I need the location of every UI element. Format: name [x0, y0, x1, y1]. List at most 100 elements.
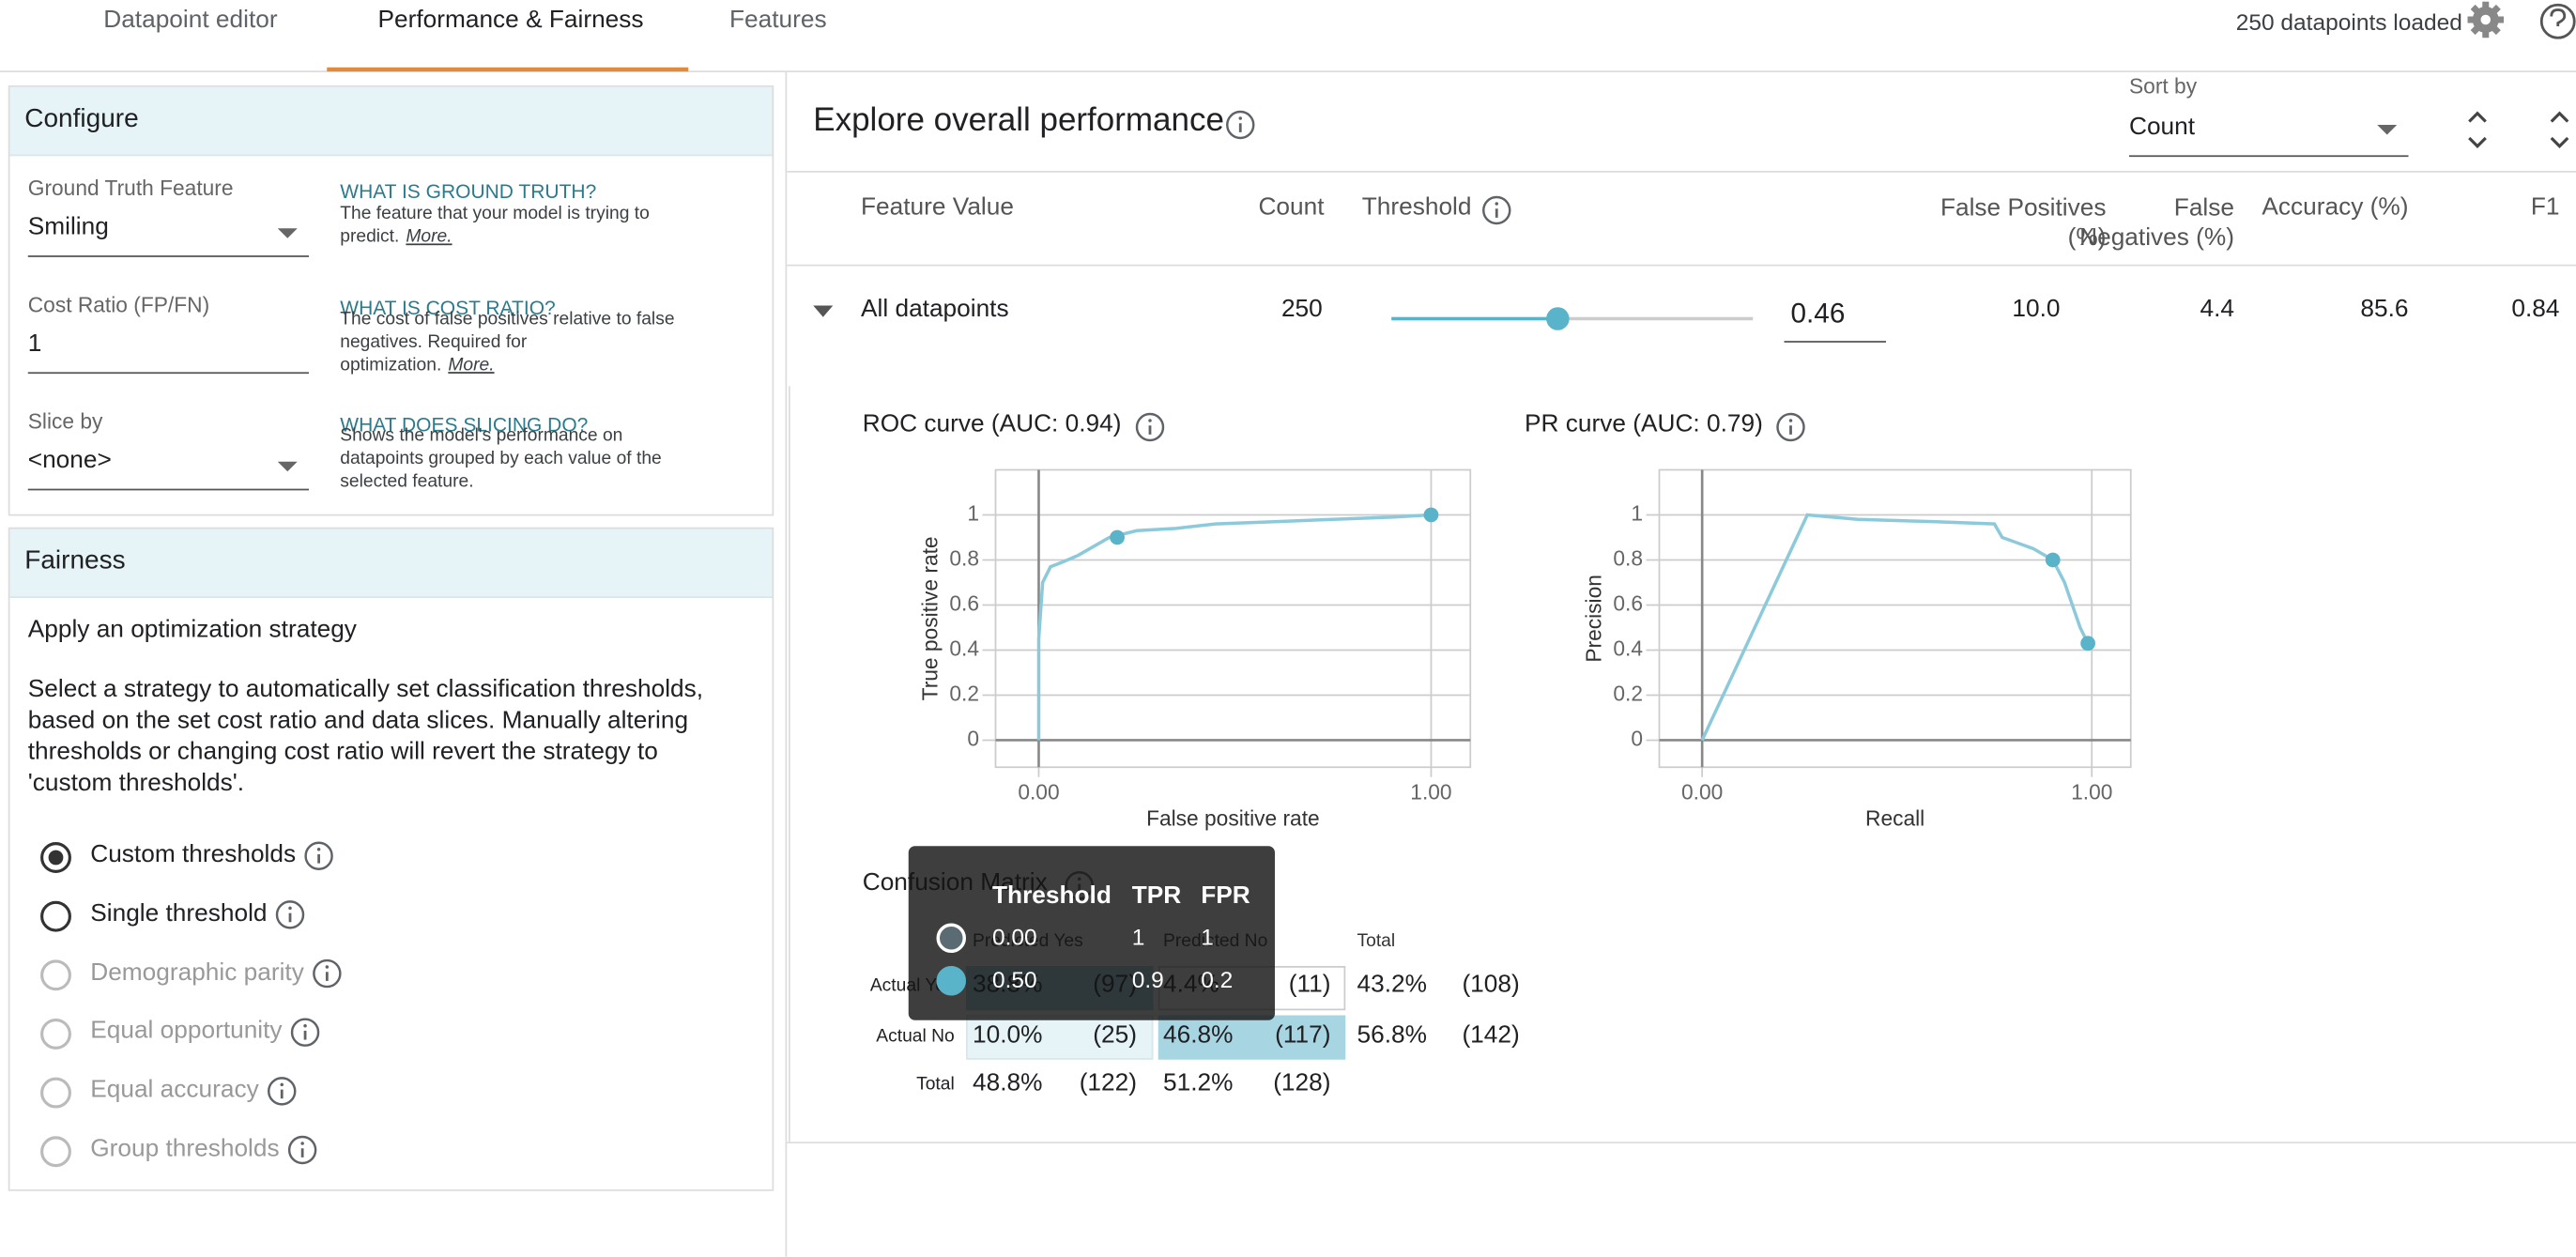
help-mark — [2550, 8, 2567, 26]
field-label: Cost Ratio (FP/FN) — [27, 292, 210, 317]
field-value[interactable]: <none> — [27, 446, 112, 475]
tooltip-swatch — [936, 966, 966, 996]
chart-title: PR curve (AUC: 0.79) — [1525, 409, 1763, 438]
matrix-row-label: Total — [916, 1074, 955, 1095]
radio-button — [40, 1019, 71, 1050]
x-axis-label: False positive rate — [1146, 805, 1320, 830]
gear-hole — [2480, 14, 2491, 25]
sort-value[interactable]: Count — [2129, 113, 2196, 141]
threshold-marker — [2080, 636, 2095, 651]
sort-label: Sort by — [2129, 73, 2198, 99]
active-tab-underline — [327, 67, 689, 72]
x-axis-label: Recall — [1865, 805, 1924, 830]
panel-title: Configure — [24, 105, 139, 133]
x-tick-label: 1.00 — [2071, 779, 2112, 804]
matrix-cell: (108) — [1462, 970, 1520, 999]
strategy-option: Equal accuracy — [90, 1075, 259, 1104]
y-tick-label: 0 — [967, 726, 979, 750]
y-tick-label: 0.4 — [949, 636, 979, 660]
tab[interactable]: Datapoint editor — [103, 6, 278, 35]
y-tick-label: 0.6 — [949, 590, 979, 615]
gear-tooth — [2490, 4, 2501, 16]
configure-panel — [8, 85, 774, 516]
tooltip-text: 0.2 — [1201, 966, 1234, 993]
section-title: Explore overall performance — [813, 102, 1224, 139]
plot-frame — [994, 468, 1472, 769]
y-tick-label: 0.8 — [1613, 546, 1643, 571]
field-value[interactable]: Smiling — [27, 212, 109, 241]
info-dot — [1148, 419, 1152, 422]
dropdown-arrow — [277, 461, 298, 472]
info-icon — [275, 900, 305, 929]
column-header: Count — [1258, 192, 1325, 222]
fairness-description: Select a strategy to automatically set c… — [27, 675, 704, 797]
radio-dot — [48, 850, 64, 866]
info-circle — [1226, 110, 1255, 140]
tab[interactable]: Performance & Fairness — [377, 6, 644, 35]
threshold-input[interactable]: 0.46 — [1790, 298, 1846, 330]
fairness-header — [9, 529, 773, 598]
cell-tn — [1158, 1015, 1346, 1060]
chart-title: ROC curve (AUC: 0.94) — [862, 409, 1122, 438]
threshold-marker — [1110, 529, 1125, 545]
info-dot — [1788, 419, 1793, 422]
matrix-row-label: Actual No — [876, 1026, 955, 1047]
threshold-slider[interactable] — [1546, 307, 1570, 330]
accuracy: 85.6 — [2360, 295, 2409, 324]
cell-fp — [966, 1015, 1154, 1060]
x-tick-label: 1.00 — [1410, 779, 1451, 804]
field-label: Slice by — [27, 408, 103, 434]
strategy-option[interactable]: Custom thresholds — [90, 840, 297, 869]
false-positives: 10.0 — [2012, 295, 2061, 324]
false-negatives: 4.4 — [2200, 295, 2234, 324]
info-icon — [1776, 412, 1805, 442]
strategy-option[interactable]: Single threshold — [90, 898, 268, 927]
info-dot — [1495, 202, 1498, 206]
info-icon — [304, 841, 333, 870]
info-circle — [287, 1135, 317, 1165]
gear-tooth — [2490, 23, 2501, 36]
help-link[interactable]: More. — [448, 354, 495, 375]
y-tick-label: 0.4 — [1613, 636, 1643, 660]
info-dot — [325, 965, 330, 969]
matrix-cell: (142) — [1462, 1020, 1520, 1050]
info-circle — [275, 900, 305, 929]
radio-button — [40, 900, 71, 932]
fairness-panel — [8, 527, 774, 1191]
gear-tooth — [2495, 16, 2504, 23]
gear-tooth — [2482, 29, 2490, 38]
column-header: Accuracy (%) — [2262, 192, 2409, 222]
tooltip-text: Threshold — [992, 881, 1112, 910]
configure-header — [9, 86, 773, 157]
y-tick-label: 0 — [1631, 726, 1643, 750]
x-tick-label: 0.00 — [1681, 779, 1723, 804]
matrix-cell: 10.0% — [973, 1020, 1043, 1050]
help-text: The feature that your model is trying to… — [340, 204, 650, 247]
column-header: False Negatives (%) — [2079, 193, 2234, 252]
strategy-option: Demographic parity — [90, 958, 304, 987]
collapse-all — [2550, 111, 2569, 148]
help-text: Shows the model's performance on datapoi… — [340, 425, 662, 492]
matrix-cell: 56.8% — [1357, 1020, 1427, 1050]
field-value[interactable]: 1 — [27, 330, 42, 358]
matrix-cell: 51.2% — [1163, 1068, 1234, 1097]
f1: 0.84 — [2511, 295, 2560, 324]
column-header: False Positives (%) — [1940, 193, 2107, 252]
tooltip-text: TPR — [1131, 881, 1182, 910]
column-header: Threshold — [1361, 192, 1472, 222]
strategy-option: Equal opportunity — [90, 1017, 283, 1046]
info-dot — [303, 1023, 307, 1028]
info-icon — [287, 1135, 317, 1165]
help-link[interactable]: More. — [406, 226, 452, 247]
y-tick-label: 1 — [1631, 501, 1643, 526]
tab[interactable]: Features — [729, 6, 827, 35]
matrix-cell: 46.8% — [1163, 1020, 1234, 1050]
fairness-heading: Apply an optimization strategy — [27, 615, 357, 644]
y-tick-label: 0.2 — [1613, 681, 1643, 705]
info-circle — [313, 958, 342, 989]
info-circle — [1776, 412, 1805, 442]
info-icon — [313, 958, 342, 989]
info-dot — [280, 1082, 284, 1087]
info-dot — [316, 848, 321, 851]
